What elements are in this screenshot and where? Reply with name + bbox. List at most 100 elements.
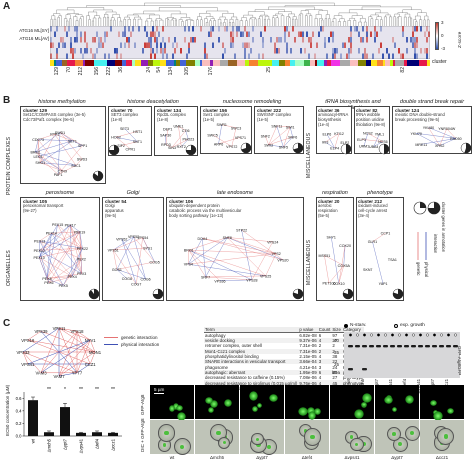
gene-node: CCZ1 <box>85 362 97 367</box>
legend-caption: interaction <box>433 234 438 254</box>
gene-node: SAP30 <box>160 133 171 137</box>
gene-node: VPS4 <box>184 263 193 267</box>
table-cell: 4.21e-04 <box>299 364 317 370</box>
genetic-line <box>104 337 118 338</box>
table-cell: 45 <box>331 380 342 386</box>
band-gfp-atg8 <box>390 345 395 348</box>
table-cell: 9.37e-06 <box>298 338 318 344</box>
gene-node: NCS6 <box>378 140 388 144</box>
bar <box>28 400 38 436</box>
gene-node: RPD3 <box>161 143 171 147</box>
band-gfp-atg8 <box>432 345 437 348</box>
coverage-pie-slice <box>464 143 472 153</box>
cluster-subtitle: Set1C/COMPASS complex (3e-5) Cdc73/Paf1 … <box>23 112 86 122</box>
lane-dot-icon <box>405 333 408 337</box>
table-cell: 1.95e-09 <box>298 369 318 376</box>
microscopy-dic-panel <box>375 420 421 454</box>
significance-mark: ** <box>111 387 115 393</box>
gene-node: DOA4 <box>197 237 207 241</box>
gene-node: YKU80 <box>423 126 434 130</box>
gene-node: YKU70 <box>410 132 421 136</box>
significance-mark: * <box>64 387 66 393</box>
gene-node: COG7 <box>131 283 141 287</box>
enrichment-table: Term p value Count Size Category autopha… <box>204 327 365 391</box>
gene-node: RAD50 <box>450 137 462 141</box>
cluster-subtitle: Rpd3L complex (1e-8) <box>157 112 186 122</box>
significance-mark: ** <box>79 387 83 393</box>
microscopy-gfp-panel <box>420 385 464 422</box>
category-label: respiration <box>322 190 348 196</box>
gene-node: XRS2 <box>435 144 444 148</box>
gene-node: SHG1 <box>35 161 45 165</box>
gene-node: YAP1 <box>379 282 388 286</box>
gene-node: TSA1 <box>388 258 397 262</box>
gene-node: VPS54 <box>137 236 148 240</box>
gene-node: SNF5 <box>279 146 288 150</box>
cluster-subtitle: meiotic DNA double-strand break processi… <box>395 112 445 122</box>
band-gfp <box>362 368 367 371</box>
band-gfp-atg8 <box>376 345 381 348</box>
heatmap-row-label-1: ATG16 ML[SY] <box>19 28 49 33</box>
x-tick-label: Δtef4 <box>95 438 100 449</box>
gene-node: CTR9 <box>58 169 67 173</box>
band-gfp-atg8 <box>355 345 360 348</box>
coverage-pie-slice <box>293 143 304 153</box>
table-cell: phenotype <box>341 380 365 386</box>
gene-node: COG5 <box>150 260 160 264</box>
cluster-title: cluster 222 <box>257 108 282 113</box>
table-cell: 22 <box>331 359 342 365</box>
cluster-title: cluster 36 <box>318 108 340 113</box>
table-cell: 6 <box>318 333 322 338</box>
x-tick-label: wt <box>31 438 36 443</box>
gene-node: VPS20 <box>277 258 288 262</box>
heatmap-row-label-2: ATG16 ML[AV] <box>19 36 49 41</box>
band-label-gfp: GFP <box>457 366 462 376</box>
table-cell: phosphatidylinositol binding <box>205 354 259 360</box>
category-label: peroxisome <box>45 190 75 196</box>
lane-dot-icon <box>454 333 457 337</box>
cluster-title: cluster 129 <box>23 108 48 113</box>
cluster-subtitle: SET3 complex (1e-8) <box>111 112 139 122</box>
significance-mark: ** <box>47 387 51 393</box>
gene-node: MSS51 <box>318 254 330 258</box>
gene-node: RTF1 <box>50 133 59 137</box>
cluster-title: cluster 105 <box>23 199 48 204</box>
gene-node: VPS52 <box>116 237 127 241</box>
significance-mark: ** <box>95 387 99 393</box>
band-gfp-atg8 <box>411 345 416 348</box>
coverage-pie-slice <box>393 289 404 299</box>
gene-node: SNF2 <box>261 134 270 138</box>
marker-25: 25 <box>334 362 340 367</box>
table-cell: Mon1-Ccz1 complex <box>204 348 299 354</box>
bar <box>108 432 118 436</box>
x-tick-label: Δypt7 <box>63 438 68 450</box>
band-gfp-atg8 <box>348 345 353 348</box>
gene-node: VPS33 <box>16 350 30 355</box>
microscopy-gfp-panel <box>375 385 419 419</box>
gene-node: COG6 <box>141 278 151 282</box>
gene-node: PET100 <box>322 282 335 286</box>
band-gfp-atg8 <box>397 345 402 348</box>
coverage-pie-slice <box>343 289 354 299</box>
cluster-box-124 <box>392 106 472 154</box>
legend-genetic-interaction: genetic interaction <box>121 335 158 340</box>
strain-label: Δccz1 <box>435 455 449 460</box>
category-label: histone methylation <box>38 99 86 105</box>
marker-40: 40 <box>334 338 340 343</box>
gene-node: SHY1 <box>327 235 336 239</box>
table-cell: 6.82e-08 <box>299 333 317 338</box>
legend-graphics <box>413 201 441 260</box>
x-tick-label: Δccz1 <box>111 438 116 450</box>
gene-node: VPS51 <box>108 248 119 252</box>
panel-b-legend: cluster genes in annotation genetic phys… <box>412 200 472 300</box>
gene-node: PEX15 <box>52 223 63 227</box>
y-tick-label: 0.2 <box>16 421 22 426</box>
gene-node: PEX13 <box>34 239 45 243</box>
table-cell: 7.31e-06 <box>298 348 318 354</box>
legend-coverage: cluster genes in annotation <box>441 202 446 253</box>
gene-node: PEX12 <box>34 249 45 253</box>
gene-node: COG8 <box>122 277 132 281</box>
gene-node: PEX10 <box>34 256 45 260</box>
cluster-box-105 <box>20 197 100 301</box>
gene-node: HST1 <box>133 130 142 134</box>
